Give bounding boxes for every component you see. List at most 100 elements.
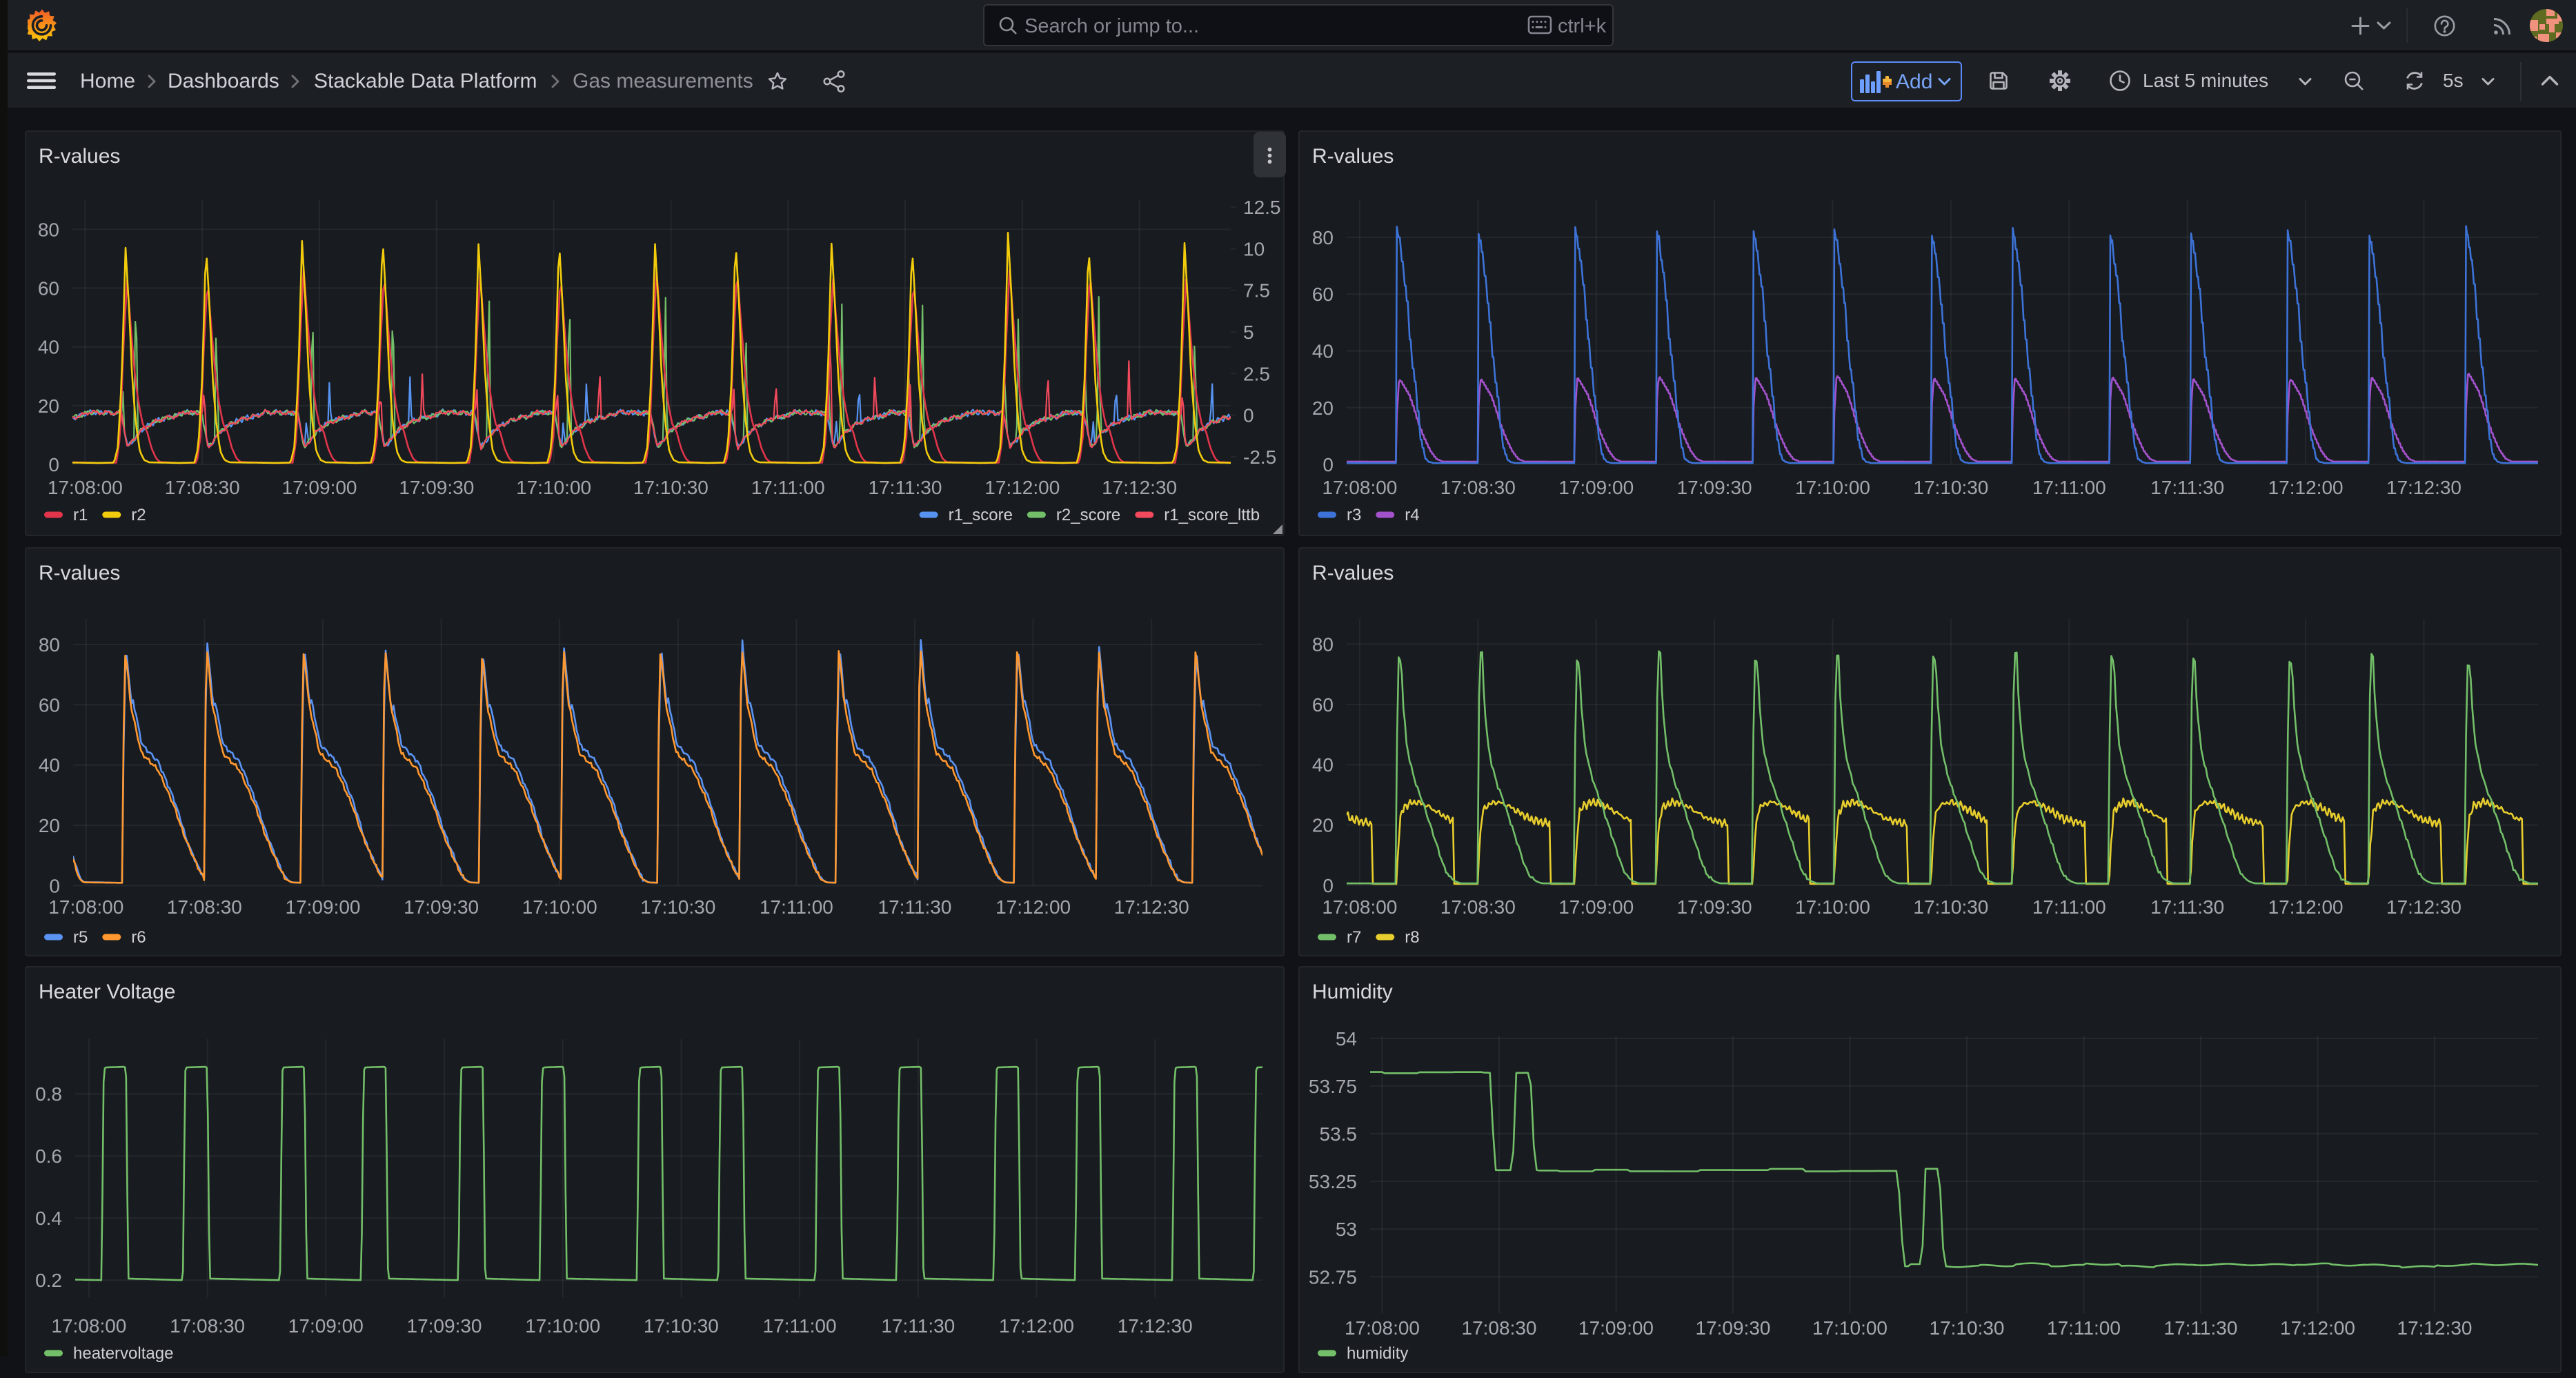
svg-text:0: 0 [1322,454,1334,475]
svg-text:17:09:30: 17:09:30 [1677,477,1752,498]
svg-text:17:10:30: 17:10:30 [1913,477,1988,498]
svg-text:53.25: 53.25 [1309,1171,1357,1192]
svg-text:17:10:00: 17:10:00 [1795,477,1870,498]
svg-text:17:09:30: 17:09:30 [407,1315,482,1337]
svg-text:17:11:30: 17:11:30 [881,1315,955,1337]
svg-text:17:09:00: 17:09:00 [286,896,361,918]
svg-text:17:11:30: 17:11:30 [2150,896,2224,918]
svg-text:-2.5: -2.5 [1243,446,1276,468]
svg-text:17:09:00: 17:09:00 [1558,896,1634,918]
svg-text:17:08:30: 17:08:30 [1440,477,1516,498]
svg-text:r1_score_lttb: r1_score_lttb [1164,506,1260,524]
svg-text:0: 0 [1322,875,1334,896]
svg-text:r6: r6 [131,928,146,947]
svg-text:17:12:30: 17:12:30 [2386,477,2461,498]
svg-text:17:08:30: 17:08:30 [1440,896,1516,918]
svg-text:r3: r3 [1347,506,1361,524]
svg-text:17:10:00: 17:10:00 [1795,896,1870,918]
svg-text:52.75: 52.75 [1309,1266,1357,1288]
svg-text:12.5: 12.5 [1243,197,1281,218]
svg-text:17:08:00: 17:08:00 [48,896,123,918]
svg-text:17:10:30: 17:10:30 [640,896,715,918]
svg-text:heatervoltage: heatervoltage [73,1344,173,1363]
svg-text:17:12:00: 17:12:00 [984,477,1060,498]
svg-text:0.6: 0.6 [35,1145,62,1167]
svg-text:17:08:30: 17:08:30 [165,477,240,498]
svg-text:17:08:00: 17:08:00 [1322,477,1397,498]
svg-text:r4: r4 [1405,506,1419,524]
svg-text:r2: r2 [131,506,146,524]
svg-text:17:10:30: 17:10:30 [1930,1317,2005,1339]
svg-text:17:10:30: 17:10:30 [633,477,709,498]
svg-text:17:12:00: 17:12:00 [999,1315,1074,1337]
svg-text:R-values: R-values [39,562,120,584]
svg-text:53.75: 53.75 [1309,1076,1357,1097]
svg-text:r2_score: r2_score [1056,506,1120,524]
svg-text:20: 20 [39,815,60,836]
svg-text:60: 60 [38,278,59,299]
svg-text:17:10:30: 17:10:30 [1913,896,1988,918]
svg-text:R-values: R-values [1312,145,1394,168]
svg-text:40: 40 [38,337,59,358]
svg-text:0.2: 0.2 [35,1270,62,1291]
svg-text:Humidity: Humidity [1312,981,1393,1003]
svg-text:53.5: 53.5 [1320,1123,1358,1145]
svg-text:Heater Voltage: Heater Voltage [39,981,175,1003]
svg-text:17:11:30: 17:11:30 [869,477,942,498]
svg-text:17:09:00: 17:09:00 [1578,1317,1654,1339]
svg-text:20: 20 [38,395,59,417]
svg-text:40: 40 [39,755,60,776]
svg-text:54: 54 [1336,1028,1357,1050]
svg-text:60: 60 [39,694,60,716]
svg-text:R-values: R-values [1312,562,1394,584]
svg-text:80: 80 [1312,227,1334,248]
svg-text:53: 53 [1336,1219,1357,1240]
svg-text:17:10:00: 17:10:00 [1812,1317,1888,1339]
svg-text:80: 80 [38,219,59,240]
svg-text:0: 0 [48,454,59,475]
svg-text:80: 80 [39,634,60,656]
svg-text:humidity: humidity [1347,1344,1408,1363]
svg-text:17:11:30: 17:11:30 [878,896,952,918]
svg-text:60: 60 [1312,284,1334,305]
svg-text:17:12:00: 17:12:00 [995,896,1071,918]
svg-text:17:12:00: 17:12:00 [2268,477,2344,498]
svg-text:r1_score: r1_score [949,506,1013,524]
svg-text:17:10:00: 17:10:00 [522,896,597,918]
svg-text:17:09:00: 17:09:00 [288,1315,364,1337]
svg-text:10: 10 [1243,238,1265,259]
svg-text:20: 20 [1312,815,1334,836]
svg-text:17:09:30: 17:09:30 [399,477,474,498]
svg-text:17:08:00: 17:08:00 [48,477,123,498]
svg-text:17:11:00: 17:11:00 [2032,896,2106,918]
svg-text:17:08:30: 17:08:30 [167,896,242,918]
svg-text:r7: r7 [1347,928,1361,947]
svg-text:17:11:00: 17:11:00 [2032,477,2106,498]
svg-text:5: 5 [1243,322,1254,343]
svg-text:17:09:30: 17:09:30 [1677,896,1752,918]
svg-text:0.8: 0.8 [35,1083,62,1105]
svg-text:17:11:30: 17:11:30 [2164,1317,2238,1339]
svg-text:17:08:00: 17:08:00 [1322,896,1397,918]
svg-text:17:11:00: 17:11:00 [760,896,833,918]
svg-text:17:10:00: 17:10:00 [525,1315,600,1337]
svg-text:r5: r5 [73,928,88,947]
svg-text:17:12:00: 17:12:00 [2268,896,2344,918]
svg-text:0: 0 [1243,405,1254,426]
svg-text:17:09:00: 17:09:00 [1558,477,1634,498]
svg-text:17:10:30: 17:10:30 [644,1315,719,1337]
svg-text:17:11:00: 17:11:00 [763,1315,837,1337]
svg-text:40: 40 [1312,754,1334,776]
svg-text:17:08:00: 17:08:00 [1345,1317,1420,1339]
svg-text:7.5: 7.5 [1243,280,1270,302]
svg-text:17:10:00: 17:10:00 [516,477,591,498]
svg-text:17:08:30: 17:08:30 [1462,1317,1537,1339]
svg-text:17:09:00: 17:09:00 [282,477,357,498]
svg-text:0.4: 0.4 [35,1208,62,1229]
svg-text:2.5: 2.5 [1243,363,1270,384]
svg-text:80: 80 [1312,634,1334,656]
svg-text:17:08:00: 17:08:00 [51,1315,126,1337]
svg-text:17:12:00: 17:12:00 [2280,1317,2355,1339]
svg-text:17:11:00: 17:11:00 [2047,1317,2121,1339]
svg-text:17:12:30: 17:12:30 [1118,1315,1193,1337]
